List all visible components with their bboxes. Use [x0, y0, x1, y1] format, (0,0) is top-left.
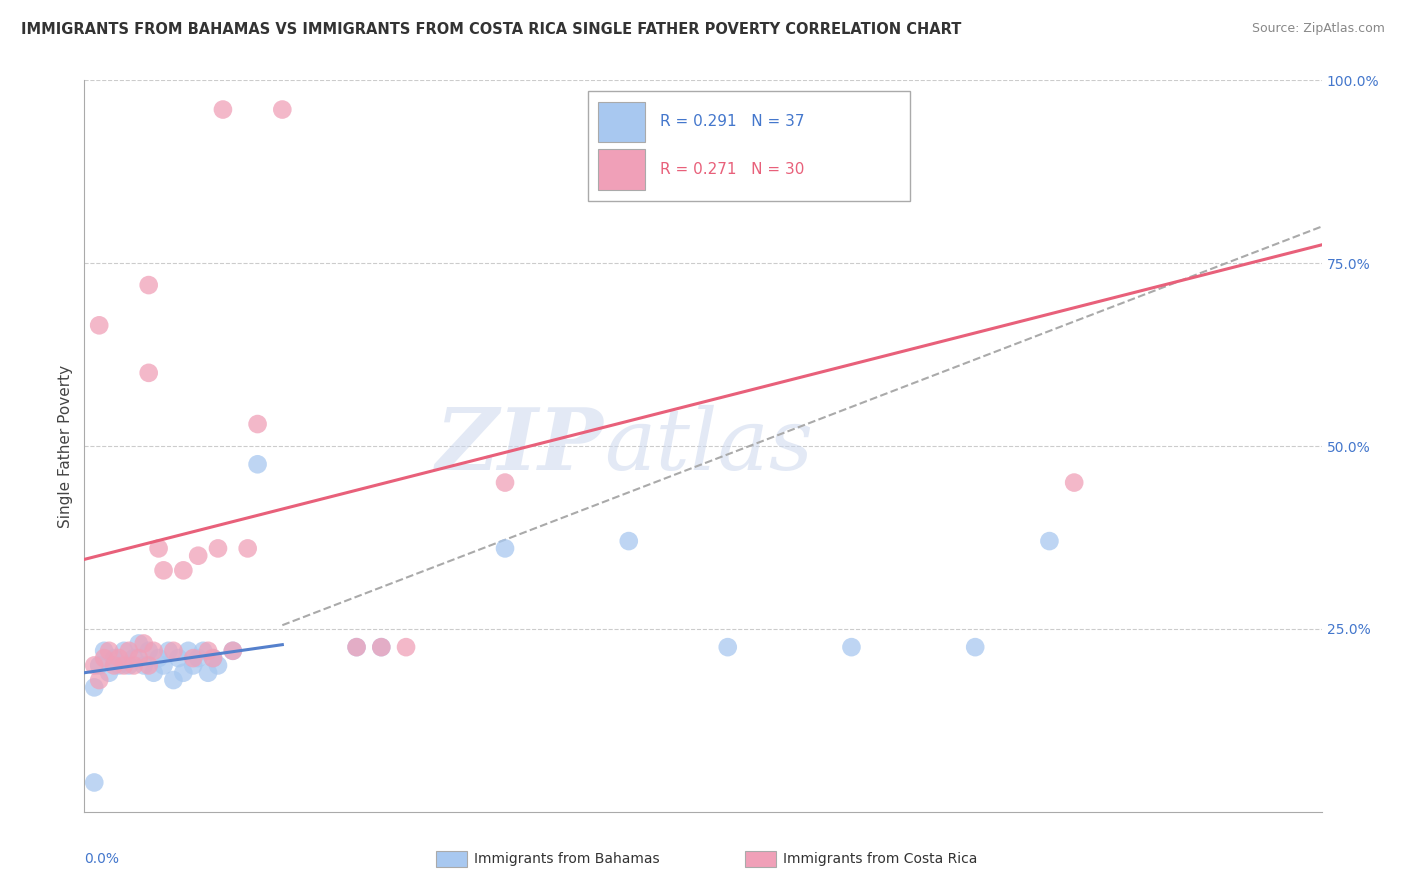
- Point: [236, 541, 259, 556]
- Point: [346, 640, 368, 655]
- Point: [122, 658, 145, 673]
- Point: [162, 673, 184, 687]
- Point: [202, 651, 225, 665]
- Point: [187, 651, 209, 665]
- Bar: [436, 851, 467, 867]
- Point: [112, 644, 135, 658]
- Point: [167, 651, 190, 665]
- Point: [172, 563, 194, 577]
- Point: [89, 673, 111, 687]
- Bar: [588, 91, 910, 201]
- Bar: [598, 102, 645, 142]
- Point: [222, 644, 245, 658]
- Point: [212, 103, 235, 117]
- Point: [83, 658, 105, 673]
- Point: [197, 665, 219, 680]
- Point: [152, 563, 174, 577]
- Point: [93, 651, 115, 665]
- Text: ZIP: ZIP: [436, 404, 605, 488]
- Point: [98, 644, 121, 658]
- Point: [370, 640, 392, 655]
- Point: [157, 644, 180, 658]
- Point: [246, 417, 269, 431]
- Point: [841, 640, 863, 655]
- Point: [370, 640, 392, 655]
- Text: R = 0.291   N = 37: R = 0.291 N = 37: [659, 114, 804, 129]
- Point: [197, 644, 219, 658]
- Point: [93, 644, 115, 658]
- Point: [148, 651, 170, 665]
- Text: R = 0.271   N = 30: R = 0.271 N = 30: [659, 162, 804, 177]
- Point: [89, 658, 111, 673]
- Point: [122, 651, 145, 665]
- Point: [103, 658, 125, 673]
- Text: atlas: atlas: [605, 405, 813, 487]
- Point: [142, 665, 165, 680]
- Point: [83, 775, 105, 789]
- Point: [118, 658, 141, 673]
- Point: [98, 665, 121, 680]
- Point: [128, 651, 150, 665]
- Point: [207, 541, 229, 556]
- Point: [181, 651, 204, 665]
- Point: [395, 640, 418, 655]
- Point: [108, 658, 131, 673]
- Text: IMMIGRANTS FROM BAHAMAS VS IMMIGRANTS FROM COSTA RICA SINGLE FATHER POVERTY CORR: IMMIGRANTS FROM BAHAMAS VS IMMIGRANTS FR…: [21, 22, 962, 37]
- Point: [138, 658, 160, 673]
- Point: [271, 103, 294, 117]
- Point: [112, 658, 135, 673]
- Point: [142, 644, 165, 658]
- Point: [128, 636, 150, 650]
- Point: [617, 534, 640, 549]
- Point: [172, 665, 194, 680]
- Point: [494, 475, 516, 490]
- Point: [118, 644, 141, 658]
- Point: [132, 658, 155, 673]
- Y-axis label: Single Father Poverty: Single Father Poverty: [58, 365, 73, 527]
- Text: 0.0%: 0.0%: [84, 852, 120, 866]
- Point: [222, 644, 245, 658]
- Text: Source: ZipAtlas.com: Source: ZipAtlas.com: [1251, 22, 1385, 36]
- Point: [181, 658, 204, 673]
- Point: [138, 644, 160, 658]
- Point: [83, 681, 105, 695]
- Text: Immigrants from Costa Rica: Immigrants from Costa Rica: [783, 852, 977, 866]
- Point: [103, 651, 125, 665]
- Text: Immigrants from Bahamas: Immigrants from Bahamas: [474, 852, 659, 866]
- Point: [138, 278, 160, 293]
- Point: [717, 640, 740, 655]
- Point: [346, 640, 368, 655]
- Point: [1063, 475, 1085, 490]
- Point: [202, 651, 225, 665]
- Point: [148, 541, 170, 556]
- Bar: [745, 851, 776, 867]
- Bar: [598, 149, 645, 190]
- Point: [108, 651, 131, 665]
- Point: [207, 658, 229, 673]
- Point: [138, 366, 160, 380]
- Point: [132, 636, 155, 650]
- Point: [152, 658, 174, 673]
- Point: [494, 541, 516, 556]
- Point: [246, 457, 269, 471]
- Point: [89, 318, 111, 333]
- Point: [177, 644, 200, 658]
- Point: [1038, 534, 1060, 549]
- Point: [162, 644, 184, 658]
- Point: [965, 640, 987, 655]
- Point: [187, 549, 209, 563]
- Point: [191, 644, 214, 658]
